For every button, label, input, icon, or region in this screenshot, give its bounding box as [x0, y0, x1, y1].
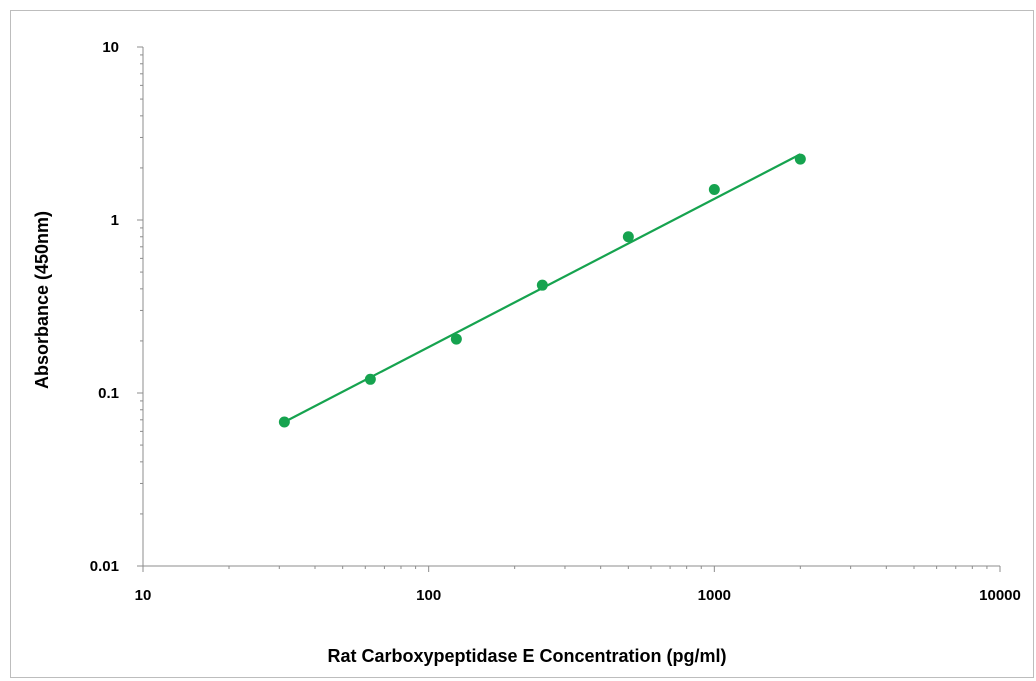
y-tick-label: 10 [102, 39, 119, 56]
data-point [536, 279, 548, 291]
x-tick-label: 10000 [979, 587, 1021, 604]
data-point [622, 231, 634, 243]
x-axis-title: Rat Carboxypeptidase E Concentration (pg… [327, 646, 726, 666]
y-axis-title: Absorbance (450nm) [32, 211, 52, 389]
y-tick-label: 1 [111, 212, 119, 229]
data-point [450, 333, 462, 345]
data-points [278, 153, 806, 428]
data-point [708, 184, 720, 196]
axes [142, 47, 1000, 567]
data-point [364, 373, 376, 385]
y-tick-label: 0.01 [90, 558, 119, 575]
x-tick-label: 10 [135, 587, 152, 604]
data-point [794, 153, 806, 165]
data-point [278, 416, 290, 428]
y-tick-label: 0.1 [98, 385, 119, 402]
chart-frame [10, 10, 1034, 678]
ticks: 10 1 0.1 0.01 10 100 1000 10000 [90, 39, 1021, 604]
x-tick-label: 1000 [698, 587, 731, 604]
x-tick-label: 100 [416, 587, 441, 604]
